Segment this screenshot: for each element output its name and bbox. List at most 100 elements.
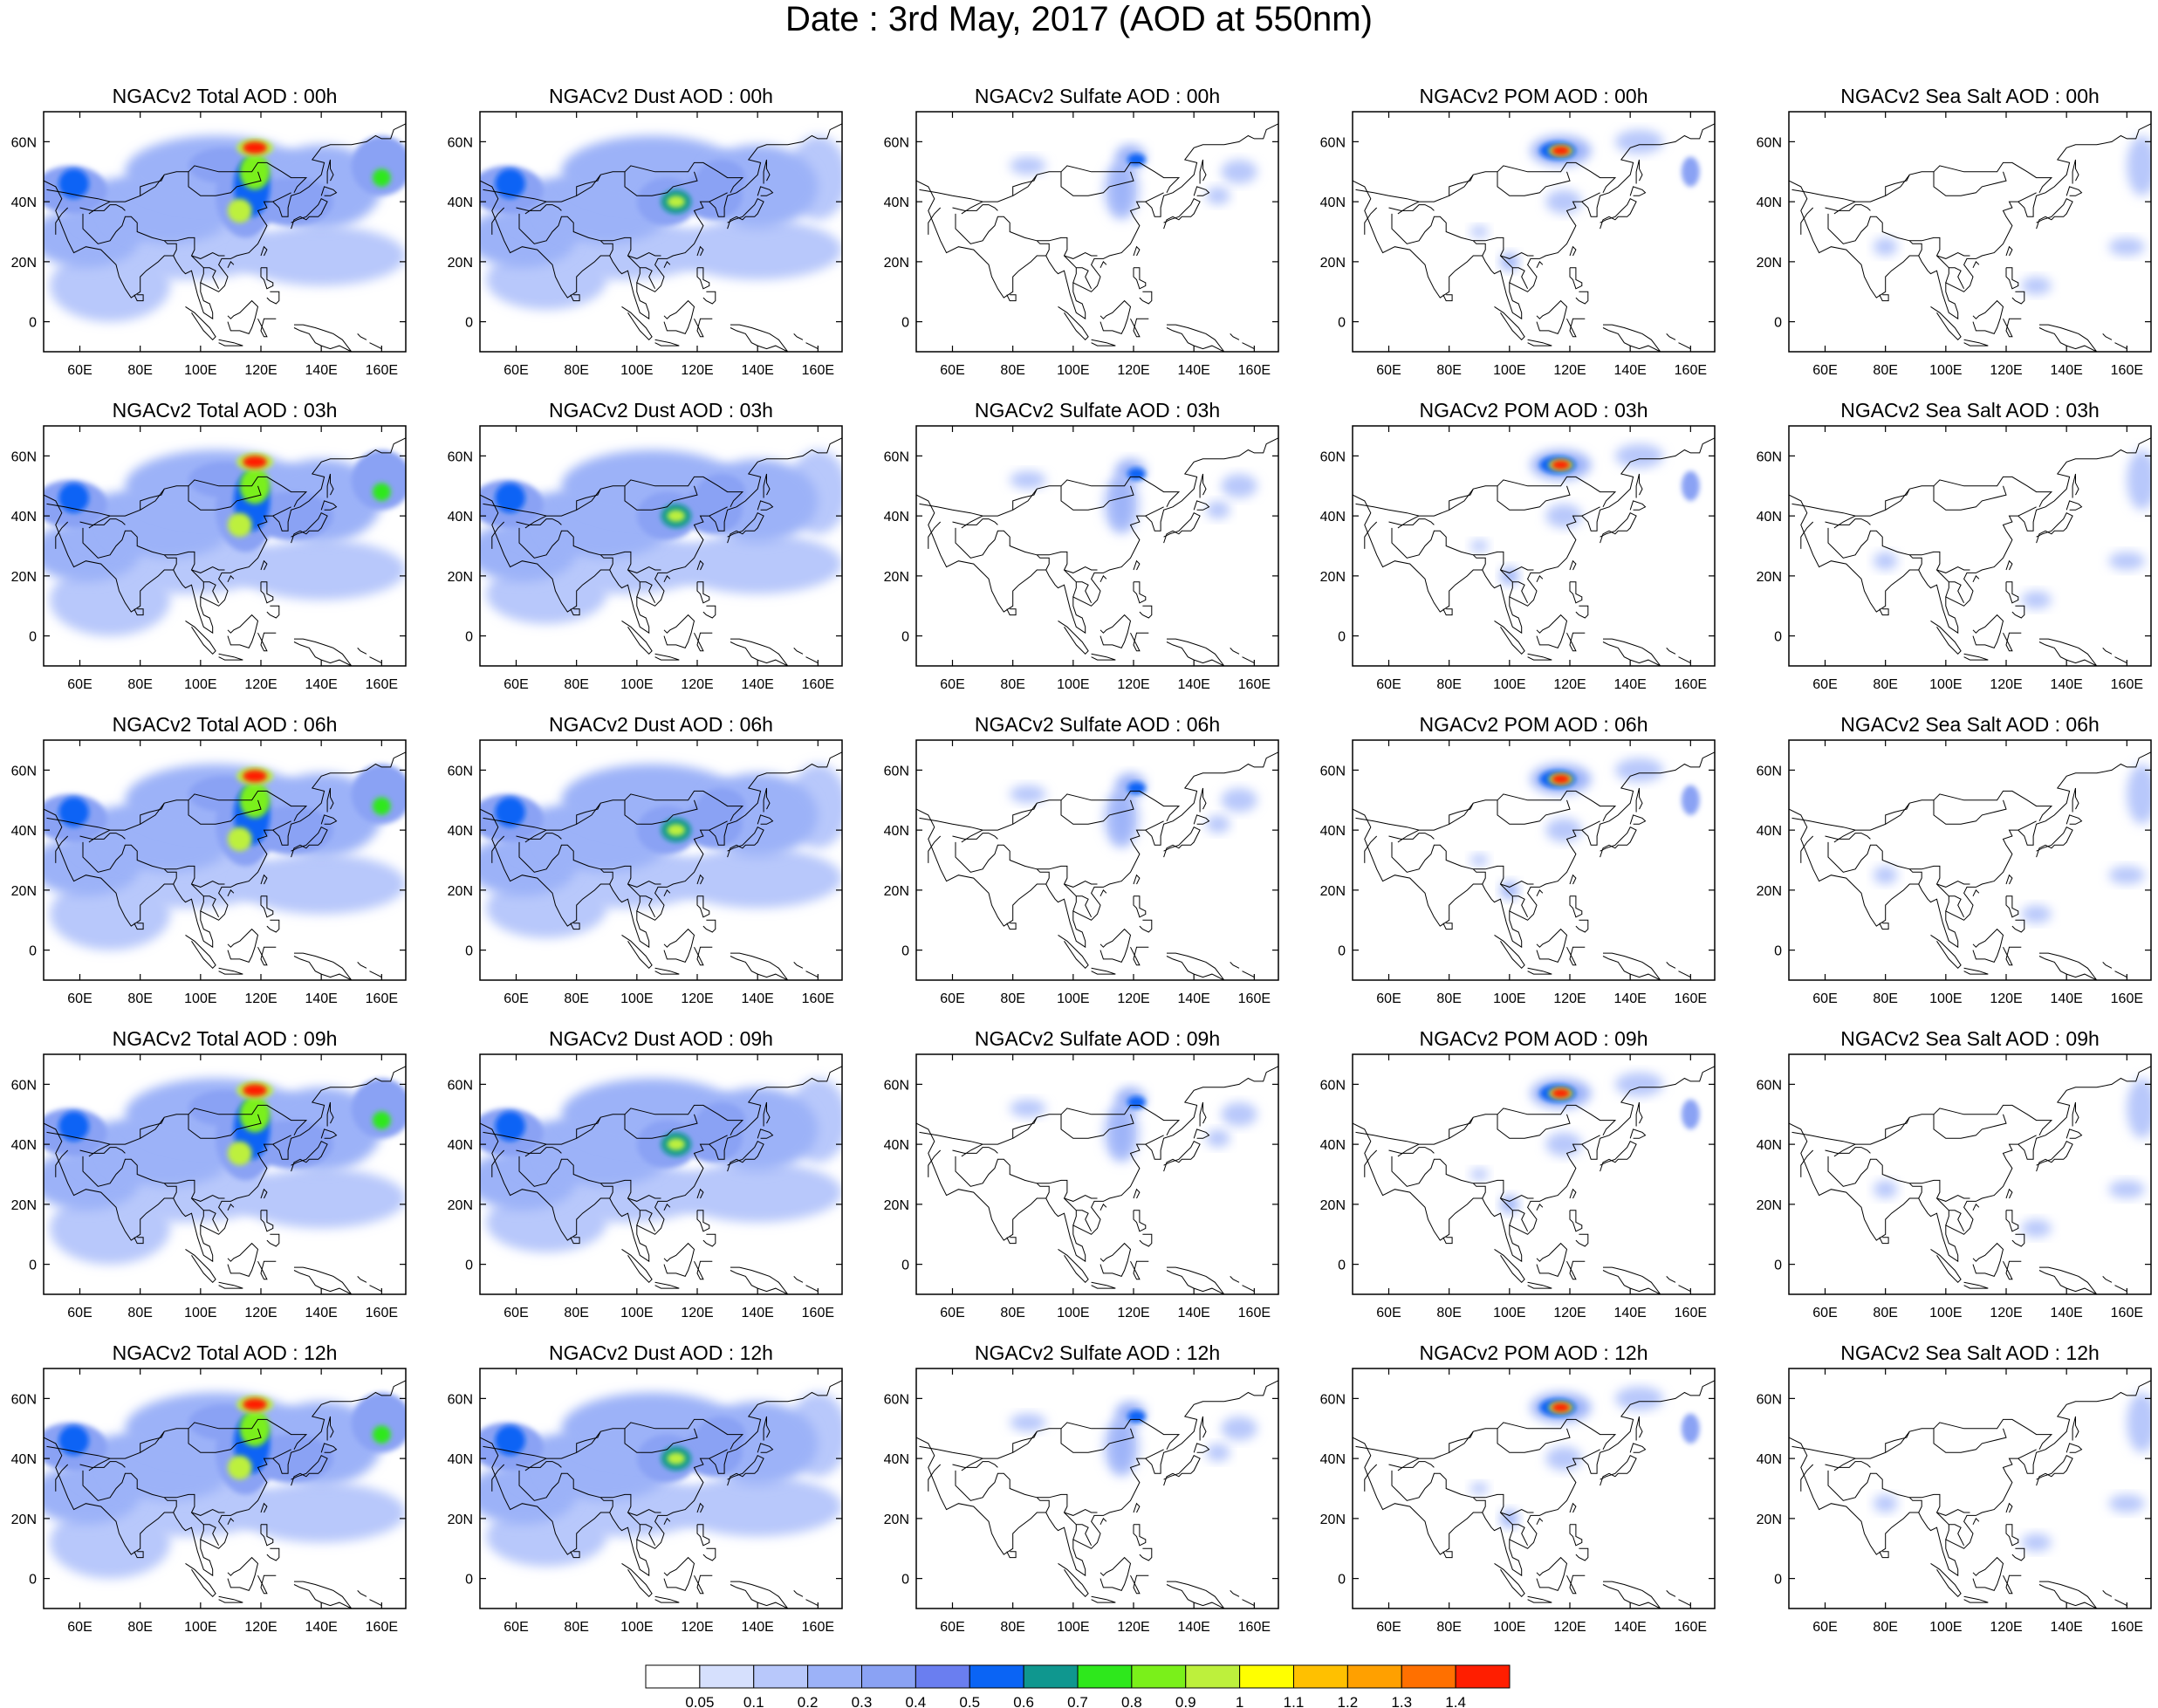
lon-tick-label: 100E	[1493, 677, 1525, 692]
map-line	[1678, 656, 1691, 664]
map-line	[2102, 648, 2113, 655]
map-line	[1527, 339, 1552, 346]
lon-tick-label: 60E	[940, 1620, 964, 1635]
map-frame	[915, 1368, 1279, 1609]
map-line	[1933, 799, 2007, 825]
aod-blob	[236, 1168, 406, 1229]
map-line	[518, 841, 661, 888]
map-line	[793, 1276, 804, 1283]
map-line	[1930, 305, 1962, 341]
map-line	[576, 802, 601, 825]
lon-tick-label: 140E	[2050, 677, 2082, 692]
map-line	[2036, 1141, 2073, 1172]
map-line	[266, 291, 280, 305]
map-line	[516, 833, 562, 840]
lat-tick-label: 60N	[1320, 764, 1346, 779]
map-line	[2003, 946, 2022, 966]
map-line	[621, 620, 653, 655]
aod-blob	[667, 510, 686, 522]
map-line	[1442, 1237, 1453, 1245]
map-line	[727, 512, 764, 544]
aod-blob	[2108, 237, 2146, 256]
colorbar-swatch	[969, 1664, 1024, 1689]
lat-tick-label: 0	[901, 316, 909, 331]
colorbar-label: 0.4	[906, 1694, 927, 1708]
aod-blob	[249, 177, 334, 226]
lat-tick-label: 40N	[1757, 1452, 1782, 1467]
map-line	[134, 1551, 144, 1559]
aod-blob	[236, 1482, 406, 1543]
map-line	[1536, 1556, 1568, 1592]
map-line	[570, 923, 580, 930]
map-line	[1472, 1497, 1486, 1513]
map-line	[88, 829, 111, 843]
map-line	[2066, 186, 2083, 196]
lon-tick-label: 80E	[127, 1306, 152, 1320]
lat-tick-label: 20N	[1320, 1198, 1346, 1213]
colorbar-label: 1.2	[1338, 1694, 1359, 1708]
map-line	[955, 527, 1098, 573]
lon-tick-label: 140E	[741, 991, 773, 1006]
map-line	[134, 608, 144, 616]
map-line	[709, 820, 728, 831]
map-line	[88, 515, 111, 529]
aod-blob	[1681, 785, 1700, 815]
aod-blob	[1206, 186, 1230, 205]
map-line	[1972, 928, 2004, 964]
map-line	[1058, 1562, 1089, 1598]
colorbar: 0.05 0.1 0.2 0.3 0.4 0.5 0.6 0.7 0.8 0.9 1 1.1 1.2 1.…	[645, 1664, 1511, 1708]
map-line	[320, 1128, 338, 1139]
lon-tick-label: 140E	[741, 1620, 773, 1635]
coastlines	[480, 437, 842, 666]
map-line	[1242, 656, 1255, 664]
map-line	[55, 835, 69, 863]
map-line	[1908, 554, 1922, 571]
map-line	[188, 485, 262, 511]
map-line	[2114, 342, 2127, 350]
aod-field	[44, 764, 406, 950]
map-line	[1139, 605, 1153, 619]
lon-tick-label: 160E	[2111, 363, 2143, 378]
map-line	[1933, 1114, 2007, 1139]
map-line	[696, 581, 710, 604]
aod-blob	[1112, 165, 1131, 214]
lon-tick-label: 160E	[1675, 991, 1707, 1006]
lon-tick-label: 80E	[1436, 363, 1461, 378]
map-line	[1058, 305, 1089, 341]
map-line	[1629, 1443, 1647, 1453]
map-line	[1242, 1285, 1255, 1293]
map-panel-sulfate-03h: 60E 80E 100E 120E 140E 160E 60N 40N 20N 0 NGACv2 S…	[884, 399, 1279, 692]
colorbar-swatch	[1293, 1664, 1348, 1689]
lat-tick-label: 40N	[1757, 1138, 1782, 1153]
map-line	[1199, 473, 1207, 498]
lon-tick-label: 100E	[1929, 363, 1962, 378]
lat-tick-label: 60N	[1320, 449, 1346, 464]
map-line	[1133, 1188, 1141, 1199]
lon-tick-label: 120E	[1990, 1306, 2022, 1320]
aod-blob	[249, 491, 334, 540]
map-line	[185, 1248, 216, 1284]
map-line	[709, 506, 728, 517]
lon-tick-label: 160E	[2111, 677, 2143, 692]
map-line	[1833, 515, 1856, 529]
map-line	[357, 1590, 367, 1597]
panel-title: NGACv2 Sulfate AOD : 00h	[975, 85, 1220, 107]
map-line	[694, 1260, 713, 1280]
lon-tick-label: 160E	[2111, 991, 2143, 1006]
map-line	[696, 559, 704, 571]
map-line	[1497, 171, 1571, 196]
map-line	[320, 1443, 338, 1453]
panel-title: NGACv2 Sea Salt AOD : 00h	[1840, 85, 2100, 107]
coastlines	[1789, 751, 2151, 980]
map-line	[1449, 1116, 1474, 1139]
lat-tick-label: 40N	[884, 1452, 909, 1467]
aod-blob	[49, 564, 171, 636]
map-line	[1509, 267, 1513, 284]
map-line	[1006, 923, 1017, 930]
aod-blob	[1614, 1386, 1664, 1411]
aod-field	[1873, 1392, 2151, 1552]
map-line	[1536, 889, 1544, 897]
lat-tick-label: 40N	[1320, 195, 1346, 210]
map-line	[260, 559, 268, 571]
map-line	[1391, 213, 1534, 259]
